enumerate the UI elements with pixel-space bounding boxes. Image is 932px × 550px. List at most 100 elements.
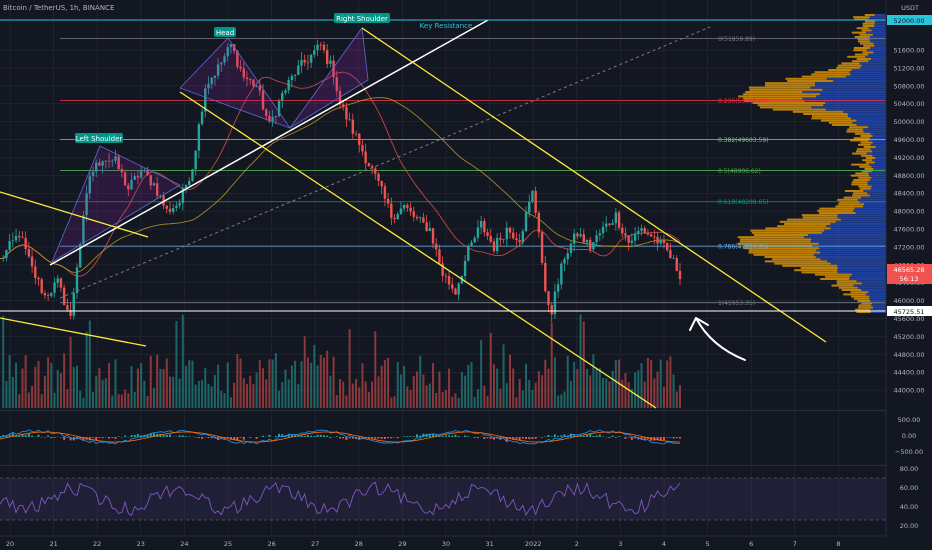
- volume-profile-sell: [854, 36, 870, 38]
- volume-bar: [18, 394, 21, 408]
- macd-histogram-bar: [515, 437, 518, 439]
- candle-body: [678, 270, 682, 280]
- volume-bar: [585, 368, 588, 408]
- volume-bar: [579, 314, 582, 408]
- volume-bar: [236, 354, 239, 408]
- macd-histogram-bar: [403, 436, 406, 437]
- macd-histogram-bar: [2, 434, 5, 437]
- volume-bar: [627, 382, 630, 408]
- volume-bar: [573, 361, 576, 408]
- volume-profile-buy: [814, 82, 886, 85]
- candle-body: [665, 243, 669, 251]
- macd-histogram-bar: [21, 434, 24, 437]
- volume-bar: [634, 372, 637, 408]
- volume-profile-sell: [861, 29, 872, 32]
- volume-profile-sell: [853, 47, 871, 49]
- pattern-drawings[interactable]: [0, 19, 886, 409]
- macd-histogram-bar: [669, 437, 672, 438]
- volume-profile-buy: [873, 42, 886, 45]
- time-tick-label: 27: [311, 540, 319, 548]
- macd-histogram-bar: [573, 434, 576, 437]
- volume-profile-sell: [858, 143, 871, 146]
- volume-profile-buy: [820, 251, 886, 254]
- volume-profile-buy: [821, 231, 886, 234]
- candle-body: [608, 223, 611, 225]
- volume-profile-buy: [863, 130, 886, 133]
- volume-profile-sell: [854, 18, 869, 21]
- volume-profile-sell: [817, 209, 854, 212]
- volume-profile-sell: [784, 223, 831, 225]
- macd-histogram-bar: [169, 434, 171, 437]
- volume-profile-buy: [871, 58, 886, 60]
- volume-profile-buy: [867, 183, 886, 186]
- volume-profile-buy: [872, 141, 886, 144]
- volume-profile-sell: [859, 33, 873, 36]
- time-axis[interactable]: 20 21 22 23 24 25 26 27 28 29 30 31 2022 2 3 4 5 6 7 8: [6, 540, 841, 548]
- candle-body: [335, 77, 338, 92]
- volume-bar: [284, 369, 287, 408]
- macd-histogram-bar: [262, 435, 265, 437]
- volume-bar: [56, 369, 59, 408]
- volume-profile-sell: [836, 66, 861, 69]
- volume-profile-buy: [837, 216, 886, 219]
- macd-histogram-bar: [412, 436, 415, 437]
- volume-profile-buy: [824, 229, 886, 232]
- volume-profile-buy: [874, 25, 886, 27]
- volume-profile-sell: [743, 247, 820, 250]
- macd-histogram-bar: [18, 435, 21, 437]
- candle-body: [27, 248, 31, 257]
- candle-body: [624, 233, 627, 236]
- candle-body: [306, 62, 310, 64]
- macd-histogram-bar: [297, 435, 300, 437]
- macd-histogram-bar: [114, 437, 117, 439]
- volume-bar: [15, 362, 18, 408]
- volume-profile-buy: [872, 170, 886, 173]
- volume-profile-buy: [850, 117, 886, 120]
- volume-bar: [473, 396, 476, 408]
- volume-profile-sell: [825, 275, 851, 278]
- macd-histogram-bar: [136, 434, 139, 437]
- volume-profile-sell: [772, 108, 826, 111]
- volume-bar: [120, 394, 123, 408]
- volume-bar: [95, 375, 98, 408]
- volume-profile-buy: [857, 198, 886, 201]
- macd-histogram-bar: [553, 434, 556, 437]
- volume-bar: [165, 358, 168, 408]
- volume-profile-sell: [858, 304, 872, 307]
- macd-histogram-bar: [611, 435, 614, 437]
- macd-histogram-bar: [226, 437, 229, 439]
- volume-profile-sell: [861, 154, 873, 157]
- volume-profile-buy: [802, 91, 886, 93]
- volume-profile-buy: [874, 20, 886, 23]
- volume-profile-buy: [868, 163, 886, 166]
- volume-bar: [43, 375, 46, 408]
- volume-profile-sell: [777, 225, 827, 228]
- volume-profile-sell: [832, 124, 857, 126]
- macd-histogram-bar: [464, 435, 467, 437]
- volume-profile-buy: [874, 44, 886, 47]
- volume-bar: [146, 395, 149, 408]
- macd-histogram-bar: [124, 435, 127, 437]
- volume-profile-buy: [860, 66, 886, 69]
- volume-bar: [611, 370, 614, 408]
- volume-profile-sell: [787, 218, 841, 221]
- macd-histogram-bar: [342, 437, 345, 439]
- volume-bar: [326, 350, 329, 408]
- volume-profile-sell: [860, 135, 873, 137]
- candle-body: [637, 230, 640, 234]
- candle-body: [127, 185, 130, 190]
- macd-histogram-bar: [345, 437, 348, 440]
- volume-bar: [2, 315, 5, 408]
- candle-body: [675, 258, 678, 271]
- rsi-band: [0, 478, 886, 520]
- volume-bar: [553, 357, 556, 408]
- macd-histogram-bar: [140, 435, 143, 437]
- volume-bar: [566, 355, 569, 408]
- volume-profile-buy: [865, 55, 886, 58]
- volume-profile-sell: [745, 91, 803, 93]
- volume-bar: [249, 375, 252, 408]
- volume-bar: [37, 360, 40, 408]
- volume-bar: [602, 378, 605, 408]
- candle-body: [34, 266, 37, 278]
